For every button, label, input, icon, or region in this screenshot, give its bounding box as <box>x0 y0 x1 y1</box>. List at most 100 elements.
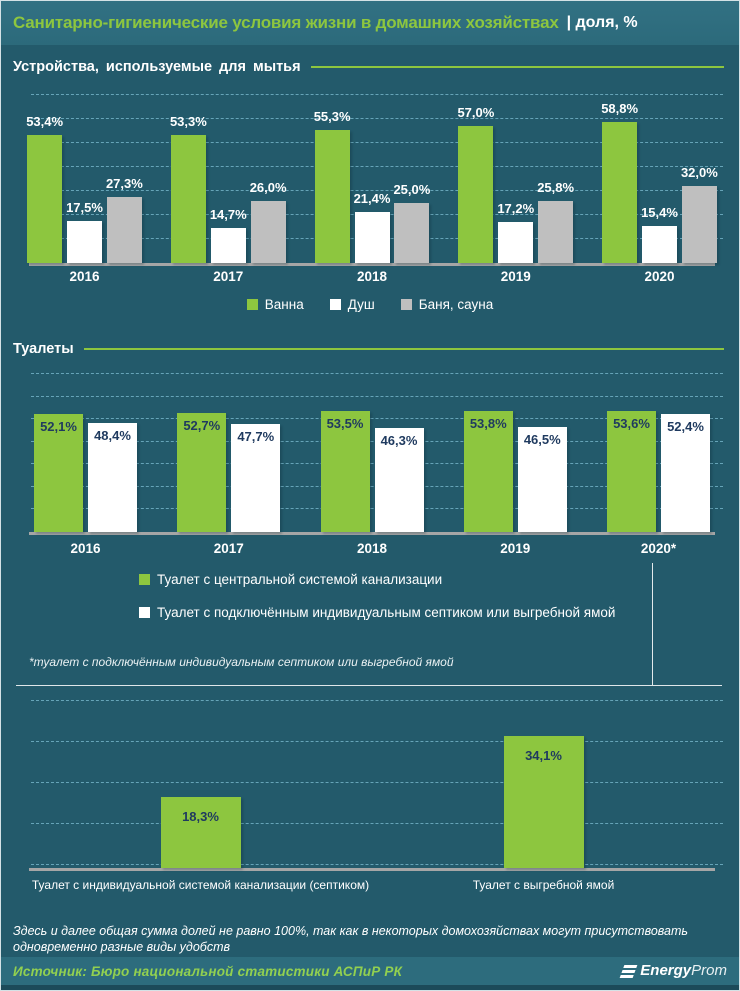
logo-text-light: Prom <box>691 962 727 979</box>
toilets-chart-plot: 52,1% 48,4% 52,7% 47,7% 53,5% 46,3% 53,8% 46,5%… <box>29 373 723 535</box>
bar-value-label: 25,8% <box>537 180 575 196</box>
logo-text-bold: Energy <box>640 962 692 979</box>
page-subtitle: | доля, % <box>566 14 638 31</box>
x-axis-label: Туалет с выгребной ямой <box>472 878 615 892</box>
grid-line <box>31 118 723 119</box>
grid-line <box>31 166 723 167</box>
grid-line <box>31 190 723 191</box>
bar-value-label: 58,8% <box>601 100 639 116</box>
source-text: Источник: Бюро национальной статистики А… <box>13 963 403 979</box>
toilets-chart-legend: Туалет с центральной системой канализаци… <box>139 572 615 620</box>
bar-groups: 18,3% 34,1% <box>29 701 715 868</box>
bar-value-label: 17,2% <box>497 200 535 216</box>
bar <box>314 130 350 263</box>
grid-line <box>31 700 723 701</box>
bar-group: 53,3% 14,7% 26,0% <box>169 95 287 263</box>
energyprom-logo: EnergyProm <box>619 962 727 980</box>
bar <box>681 186 717 263</box>
bar: 52,4% <box>661 413 710 532</box>
legend-label: Туалет с центральной системой канализаци… <box>157 572 443 587</box>
bar-value-label: 53,4% <box>26 113 64 129</box>
section-title-washing: Устройства, используемые для мытья <box>13 59 301 75</box>
legend-label: Ванна <box>264 297 304 312</box>
grid-line <box>31 782 723 783</box>
bar-group: 52,7% 47,7% <box>177 374 281 532</box>
page-header: Санитарно-гигиенические условия жизни в … <box>1 1 739 45</box>
washing-chart-legend: Ванна Душ Баня, сауна <box>1 297 739 312</box>
bar <box>394 203 430 263</box>
bar-value-label: 52,4% <box>667 418 704 434</box>
heading-rule <box>310 66 724 68</box>
bar-value-label: 14,7% <box>209 206 247 222</box>
page-title: Санитарно-гигиенические условия жизни в … <box>13 13 559 32</box>
bar-value-label: 26,0% <box>249 179 287 195</box>
section-heading-toilets: Туалеты <box>13 341 724 357</box>
legend-item: Туалет с подключённым индивидуальным сеп… <box>139 605 615 620</box>
bar: 18,3% <box>160 796 241 868</box>
grid-line <box>31 418 723 420</box>
bar: 47,7% <box>231 424 281 532</box>
legend-item: Душ <box>329 297 375 312</box>
bar-group: 53,5% 46,3% <box>320 374 424 532</box>
grid-line <box>31 142 723 143</box>
grid-line <box>31 94 723 95</box>
bar-group: 34,1% <box>372 701 715 868</box>
legend-label: Душ <box>347 297 375 312</box>
x-axis-label: Туалет с индивидуальной системой канализ… <box>31 878 370 892</box>
bottom-strip <box>1 985 739 990</box>
x-axis-label: 2020* <box>640 541 677 556</box>
legend-item: Ванна <box>246 297 304 312</box>
footer-band: Источник: Бюро национальной статистики А… <box>1 957 739 985</box>
bar <box>458 126 494 263</box>
bar-value-label: 48,4% <box>94 427 131 443</box>
bar <box>642 226 677 263</box>
grid-line <box>31 741 723 742</box>
bar-group: 52,1% 48,4% <box>34 374 137 532</box>
bar <box>67 221 102 263</box>
x-axis-label: 2019 <box>500 541 531 556</box>
grid-line <box>31 395 723 397</box>
heading-rule <box>83 348 724 350</box>
general-note: Здесь и далее общая сумма долей не равно… <box>13 924 688 954</box>
legend-swatch <box>246 299 258 310</box>
washing-chart-plot: 53,4% 17,5% 27,3% 53,3% 14,7% 26,0% 55,3% 21,4%… <box>26 94 723 266</box>
bar-value-label: 53,5% <box>326 416 364 432</box>
x-axis-label: 2016 <box>69 269 100 284</box>
legend-label: Туалет с подключённым индивидуальным сеп… <box>157 605 616 620</box>
bar-value-label: 55,3% <box>313 109 351 125</box>
bar-value-label: 53,8% <box>469 415 507 431</box>
bar: 52,1% <box>34 414 83 532</box>
bar: 48,4% <box>88 422 137 532</box>
bar: 52,7% <box>177 413 227 532</box>
bar <box>210 227 246 263</box>
x-axis-label: 2016 <box>70 541 101 556</box>
bar: 34,1% <box>503 735 584 868</box>
bar <box>498 221 534 263</box>
bar-value-label: 25,0% <box>393 182 431 197</box>
bar: 53,5% <box>320 411 370 532</box>
bar-value-label: 53,6% <box>613 416 650 432</box>
bar-value-label: 21,4% <box>353 190 391 206</box>
bar <box>354 211 390 263</box>
toilets-chart-x-axis: 2016 2017 2018 2019 2020* <box>29 541 715 556</box>
energyprom-logo-icon <box>619 964 638 978</box>
bar-value-label: 46,5% <box>523 432 561 448</box>
bar-value-label: 57,0% <box>457 105 495 121</box>
legend-swatch <box>400 299 412 310</box>
x-axis-label: 2018 <box>356 541 388 556</box>
bar-value-label: 52,7% <box>183 418 221 434</box>
section-title-toilets: Туалеты <box>13 341 74 357</box>
section-heading-washing: Устройства, используемые для мытья <box>13 59 724 75</box>
bar-group: 55,3% 21,4% 25,0% <box>313 95 431 263</box>
x-axis-label: 2017 <box>213 269 244 284</box>
legend-label: Баня, сауна <box>418 297 494 312</box>
legend-swatch <box>329 299 341 310</box>
bar: 46,5% <box>517 427 567 532</box>
bar-value-label: 53,3% <box>169 114 207 130</box>
callout-line-vertical <box>652 563 653 685</box>
bar-group: 53,8% 46,5% <box>463 374 567 532</box>
toilet-types-chart-x-axis: Туалет с индивидуальной системой канализ… <box>29 878 715 892</box>
bar-value-label: 15,4% <box>641 205 678 221</box>
bar <box>250 200 286 263</box>
bar: 53,8% <box>463 410 513 532</box>
